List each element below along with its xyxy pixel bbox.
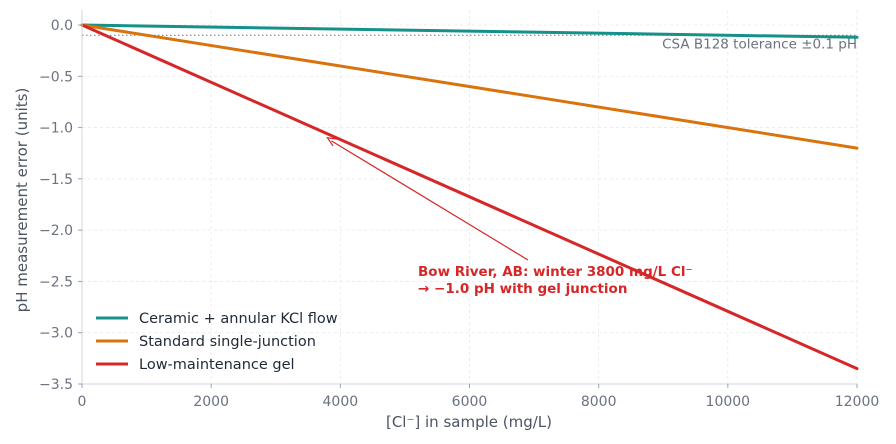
legend-label-1: Standard single-junction (139, 334, 316, 350)
x-tick-label: 4000 (323, 394, 359, 410)
y-tick-label: −1.0 (39, 121, 73, 137)
legend-label-0: Ceramic + annular KCl flow (139, 311, 338, 327)
series-lines (80, 23, 859, 371)
annotation-text-line: Bow River, AB: winter 3800 mg/L Cl⁻ (418, 264, 693, 280)
y-axis-title: pH measurement error (units) (13, 88, 31, 313)
x-tick-label: 0 (78, 394, 87, 410)
y-tick-label: −2.5 (39, 274, 73, 290)
x-tick-label: 2000 (193, 394, 229, 410)
x-tick-label: 10000 (706, 394, 751, 410)
annotation-arrowhead (326, 137, 338, 147)
legend: Ceramic + annular KCl flow Standard singl… (96, 311, 338, 373)
annotation-arrow (331, 140, 529, 261)
x-tick-label: 12000 (835, 394, 880, 410)
annotation-text-line: → −1.0 pH with gel junction (418, 281, 627, 297)
reference-line-group: CSA B128 tolerance ±0.1 pH (82, 34, 857, 52)
y-tick-label: −3.5 (39, 377, 73, 393)
y-tick-label: −0.5 (39, 69, 73, 85)
legend-label-2: Low-maintenance gel (139, 357, 295, 373)
y-tick-label: −2.0 (39, 223, 73, 239)
x-tick-label: 6000 (452, 394, 488, 410)
annotation-group: Bow River, AB: winter 3800 mg/L Cl⁻→ −1.… (326, 137, 693, 297)
y-tick-label: 0.0 (51, 18, 73, 34)
y-tick-label: −1.5 (39, 172, 73, 188)
x-axis-title: [Cl⁻] in sample (mg/L) (386, 413, 552, 431)
tolerance-label: CSA B128 tolerance ±0.1 pH (662, 36, 857, 52)
x-tick-label: 8000 (581, 394, 617, 410)
y-tick-label: −3.0 (39, 326, 73, 342)
axes: 0 2000 4000 6000 8000 10000 12000 0.0 −0.5 −1.0 −1… (39, 10, 879, 410)
series-line-1 (80, 23, 859, 150)
series-line-0 (80, 23, 859, 39)
series-line-2 (80, 23, 859, 371)
